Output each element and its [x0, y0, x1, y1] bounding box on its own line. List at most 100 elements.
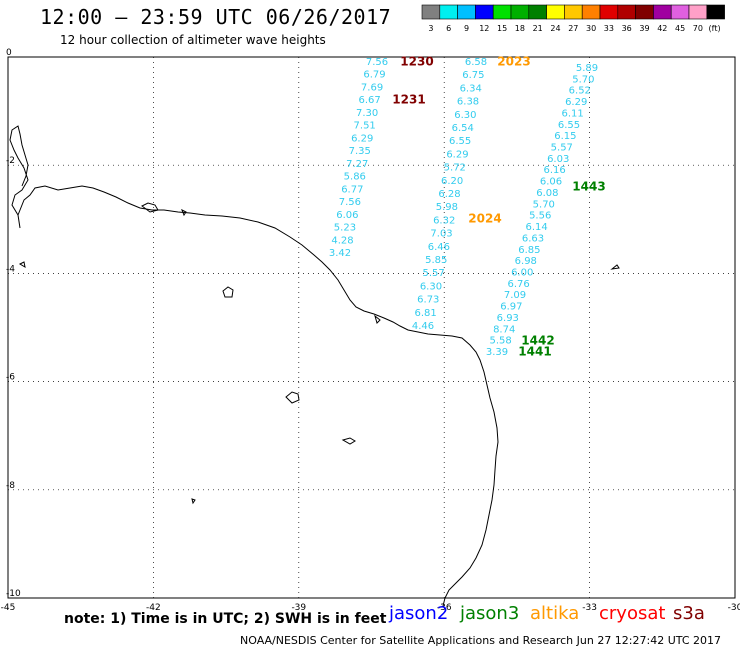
- coastline-mainland: [17, 185, 499, 607]
- lon-tick-label: -30: [728, 603, 740, 613]
- swh-value: 6.81: [415, 308, 437, 319]
- swh-value: 6.73: [417, 295, 439, 306]
- swh-value: 6.00: [511, 267, 533, 278]
- color-bar-label: 70: [693, 24, 703, 33]
- color-bar-unit: (ft): [709, 24, 721, 33]
- color-bar-label: 36: [622, 24, 632, 33]
- swh-value: 6.58: [465, 57, 487, 68]
- swh-value: 5.70: [533, 199, 555, 210]
- pass-time-label: 1441: [518, 345, 551, 359]
- swh-value: 6.75: [462, 70, 484, 81]
- track-1441-1443: 5.895.706.526.296.116.556.155.576.036.16…: [486, 63, 606, 359]
- swh-value: 6.03: [547, 154, 569, 165]
- lat-tick-label: -10: [6, 589, 21, 599]
- swh-value: 6.67: [358, 95, 380, 106]
- legend-satellite-s3a: s3a: [673, 603, 705, 624]
- lat-tick-label: -2: [6, 156, 15, 166]
- swh-value: 5.58: [489, 336, 511, 347]
- pass-time-label: 2024: [468, 212, 501, 226]
- swh-value: 8.74: [493, 324, 515, 335]
- legend-satellite-cryosat: cryosat: [599, 603, 666, 624]
- color-bar-bin: [706, 4, 725, 20]
- swh-value: 6.63: [522, 233, 544, 244]
- color-bar-label: 33: [604, 24, 614, 33]
- swh-value: 6.76: [507, 279, 529, 290]
- lon-tick-label: -39: [291, 603, 306, 613]
- color-bar-label: 6: [446, 24, 451, 33]
- lon-tick-label: -36: [437, 603, 452, 613]
- swh-value: 5.98: [436, 202, 458, 213]
- island-2: [181, 208, 187, 217]
- color-bar-label: 39: [639, 24, 649, 33]
- swh-value: 6.32: [433, 215, 455, 226]
- pass-time-label: 2023: [497, 55, 530, 69]
- lon-tick-label: -45: [1, 603, 16, 613]
- swh-value: 6.55: [449, 136, 471, 147]
- swh-value: 5.23: [334, 223, 356, 234]
- color-bar-label: 42: [657, 24, 667, 33]
- swh-value: 6.77: [341, 184, 363, 195]
- island-6: [610, 264, 620, 270]
- lat-tick-label: 0: [6, 48, 12, 58]
- swh-value: 3.42: [329, 248, 351, 259]
- page-subtitle: 12 hour collection of altimeter wave hei…: [60, 33, 326, 47]
- color-bar-label: 27: [568, 24, 578, 33]
- pass-time-label: 1231: [392, 93, 425, 107]
- swh-value: 6.28: [438, 189, 460, 200]
- legend-satellite-jason3: jason3: [460, 603, 520, 624]
- footer-credit: NOAA/NESDIS Center for Satellite Applica…: [240, 634, 722, 647]
- swh-value: 7.35: [349, 146, 371, 157]
- lat-tick-label: -4: [6, 264, 15, 274]
- swh-value: 6.08: [536, 188, 558, 199]
- swh-value: 6.11: [561, 108, 583, 119]
- swh-value: 6.30: [420, 281, 442, 292]
- map-grid: -45 -42 -39 -36 -33 -30 0 -2 -4 -6 -8 -10: [1, 48, 740, 613]
- swh-value: 6.34: [460, 83, 482, 94]
- lon-tick-label: -42: [146, 603, 161, 613]
- color-bar-label: 24: [550, 24, 560, 33]
- swh-value: 6.06: [540, 177, 562, 188]
- pass-time-label: 1442: [521, 334, 554, 348]
- pass-time-label: 1230: [400, 55, 433, 69]
- color-bar-label: 30: [586, 24, 596, 33]
- swh-value: 6.38: [457, 97, 479, 108]
- swh-value: 6.29: [446, 149, 468, 160]
- island-5: [341, 437, 356, 445]
- swh-value: 6.14: [525, 222, 547, 233]
- swh-value: 7.56: [366, 57, 388, 68]
- swh-value: 7.03: [430, 229, 452, 240]
- swh-value: 6.30: [454, 110, 476, 121]
- island-7: [18, 261, 26, 269]
- color-bar-label: 3: [428, 24, 433, 33]
- swh-value: 5.56: [529, 211, 551, 222]
- swh-value: 7.30: [356, 108, 378, 119]
- swh-value: 5.86: [344, 172, 366, 183]
- swh-value: 3.39: [486, 347, 508, 358]
- swh-value: 4.46: [412, 321, 434, 332]
- swh-value: 6.85: [518, 245, 540, 256]
- swh-value: 5.70: [572, 74, 594, 85]
- lon-tick-label: -33: [582, 603, 597, 613]
- swh-value: 6.93: [497, 313, 519, 324]
- island-1: [141, 202, 159, 213]
- swh-value: 7.51: [354, 121, 376, 132]
- track-2023-2024: 6.58 6.75 6.34 6.38 6.30 6.54 6.55 6.29 5.72 6.20…: [412, 55, 531, 333]
- swh-value: 6.06: [336, 210, 358, 221]
- swh-value: 6.29: [565, 97, 587, 108]
- lat-tick-label: -8: [6, 481, 15, 491]
- swh-value: 6.20: [441, 176, 463, 187]
- swh-value: 6.97: [500, 302, 522, 313]
- swh-value: 7.56: [339, 197, 361, 208]
- swh-value: 7.69: [361, 82, 383, 93]
- color-bar-label: 12: [479, 24, 489, 33]
- color-bar-label: 18: [515, 24, 525, 33]
- color-bar-label: 45: [675, 24, 685, 33]
- legend-satellite-altika: altika: [530, 603, 580, 624]
- swh-value: 6.29: [351, 133, 373, 144]
- page-title: 12:00 – 23:59 UTC 06/26/2017: [40, 5, 392, 29]
- swh-value: 6.16: [543, 165, 565, 176]
- coastline: [9, 125, 620, 607]
- swh-value: 7.27: [346, 159, 368, 170]
- swh-value: 6.52: [569, 86, 591, 97]
